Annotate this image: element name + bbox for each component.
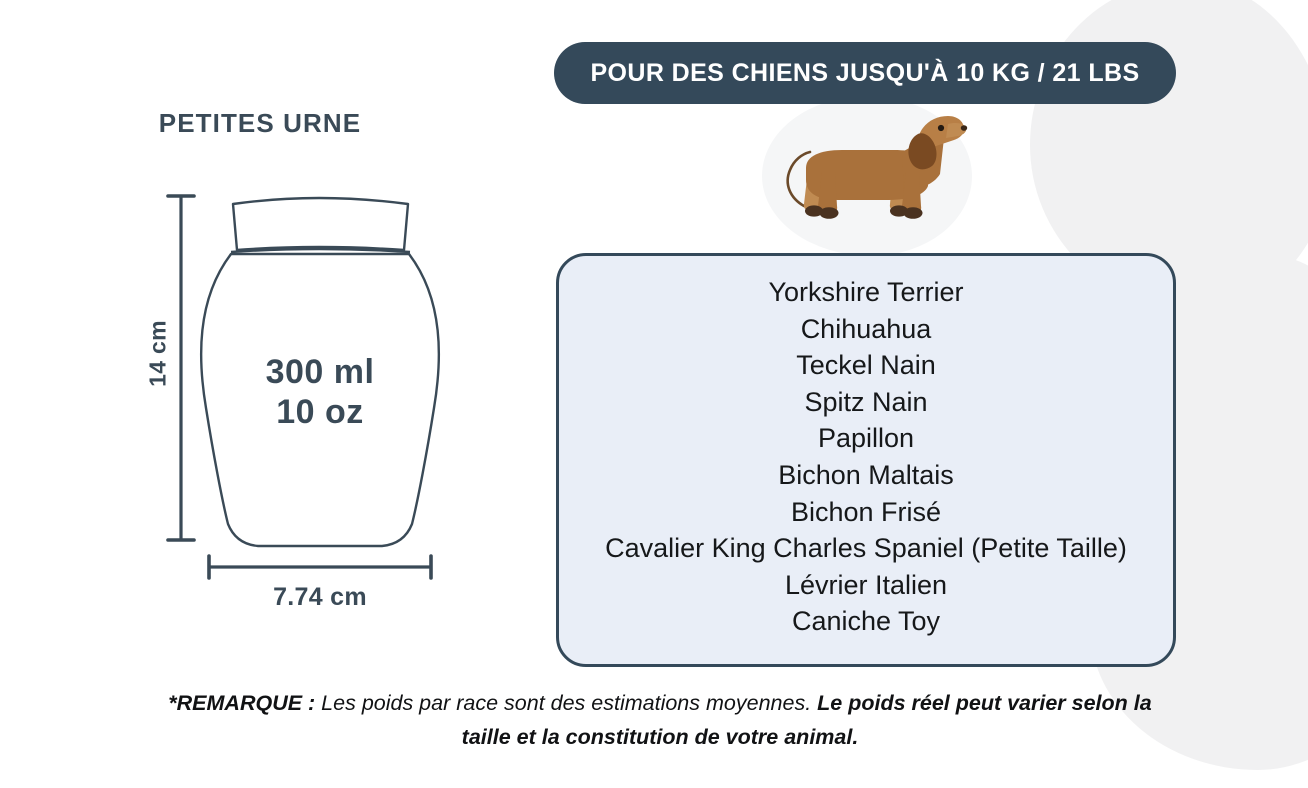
urn-body: [199, 252, 441, 548]
urn-lid-seam: [230, 247, 411, 254]
dog-paw-front-front: [903, 207, 923, 219]
list-item: Bichon Maltais: [778, 460, 954, 490]
list-item: Yorkshire Terrier: [768, 277, 964, 308]
list-item: Cavalier King Charles Spaniel (Petite Ta…: [605, 533, 1127, 564]
height-dimension-line: [166, 194, 196, 542]
list-item: Lévrier Italien: [784, 569, 948, 600]
dog-paw-hind-front: [819, 207, 839, 219]
urn-volume-oz: 10 oz: [276, 393, 364, 432]
dachshund-illustration: [768, 112, 968, 230]
urn-height-label: 14 cm: [144, 320, 171, 387]
dog-eye: [937, 124, 945, 132]
list-item: Caniche Toy: [791, 606, 941, 637]
breed-list-box: Yorkshire Terrier Chihuahua Teckel Nain …: [556, 253, 1176, 667]
urn-volume-ml: 300 ml: [265, 353, 375, 391]
footnote-regular: Les poids par race sont des estimations …: [315, 691, 818, 715]
list-item: Papillon: [817, 423, 915, 454]
urn-volume-text: 300 ml 10 oz: [195, 352, 445, 432]
list-item: Teckel Nain: [796, 350, 936, 381]
list-item: Spitz Nain: [804, 386, 928, 417]
list-item: Bichon Frisé: [790, 496, 942, 527]
weight-range-banner-text: POUR DES CHIENS JUSQU'À 10 KG / 21 LBS: [590, 58, 1140, 87]
weight-range-banner: POUR DES CHIENS JUSQU'À 10 KG / 21 LBS: [554, 42, 1176, 104]
urn-width-label: 7.74 cm: [273, 583, 367, 611]
urn-title: PETITES URNE: [158, 108, 362, 138]
width-dimension-line: [207, 554, 433, 580]
footnote-disclaimer: *REMARQUE : Les poids par race sont des …: [154, 686, 1166, 754]
footnote-lead: *REMARQUE :: [168, 691, 316, 715]
dog-nose: [960, 125, 968, 131]
urn-panel: PETITES URNE 300 ml 10 oz 14 cm 7.74 cm: [0, 0, 520, 680]
list-item: Chihuahua: [800, 313, 932, 344]
urn-drawing: [166, 194, 441, 580]
urn-lid: [231, 196, 410, 252]
dachshund-icon: [786, 116, 968, 219]
